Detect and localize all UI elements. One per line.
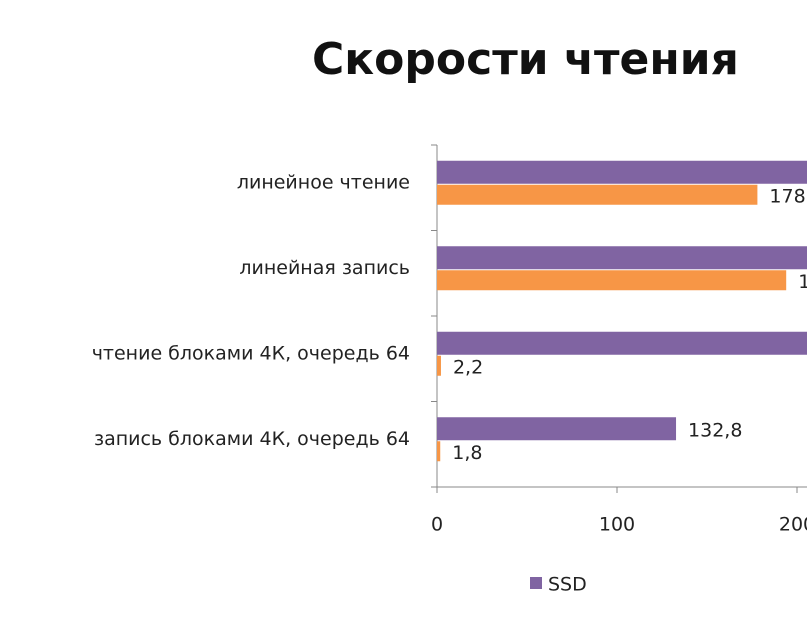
bar bbox=[437, 246, 807, 270]
x-tick-label: 0 bbox=[431, 514, 443, 536]
bar bbox=[437, 441, 441, 462]
bar bbox=[437, 417, 677, 441]
y-tick-label: чтение блоками 4К, очередь 64 bbox=[92, 342, 410, 364]
legend-swatch bbox=[530, 577, 542, 589]
y-tick-label: запись блоками 4К, очередь 64 bbox=[94, 428, 410, 450]
bar bbox=[437, 160, 807, 184]
data-label: 132,8 bbox=[688, 419, 742, 441]
data-label: 194 bbox=[798, 271, 807, 293]
bar bbox=[437, 355, 441, 376]
data-label: 1,8 bbox=[452, 442, 482, 464]
bar bbox=[437, 331, 807, 355]
y-tick-label: линейное чтение bbox=[237, 171, 410, 193]
y-tick-label: линейная запись bbox=[239, 257, 410, 279]
chart-title: Скорости чтения bbox=[312, 34, 739, 85]
legend-label: SSD bbox=[548, 574, 587, 596]
bar bbox=[437, 270, 787, 291]
x-tick-label: 200 bbox=[779, 514, 807, 536]
x-tick-label: 100 bbox=[599, 514, 635, 536]
data-label: 178 bbox=[769, 185, 805, 207]
bar bbox=[437, 184, 758, 205]
data-label: 2,2 bbox=[453, 356, 483, 378]
